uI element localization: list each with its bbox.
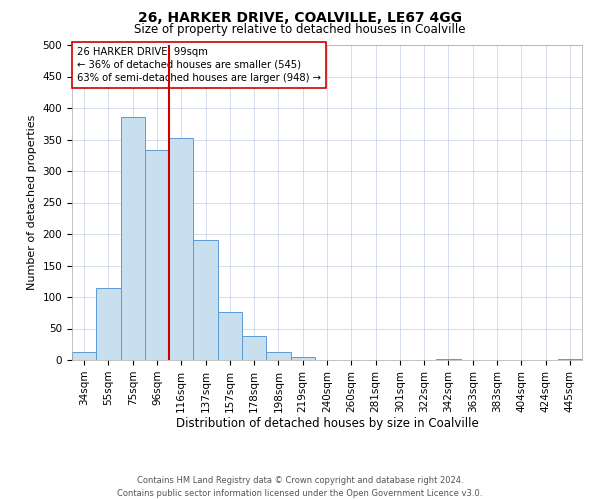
Text: 26 HARKER DRIVE: 99sqm
← 36% of detached houses are smaller (545)
63% of semi-de: 26 HARKER DRIVE: 99sqm ← 36% of detached… bbox=[77, 46, 321, 83]
Text: Size of property relative to detached houses in Coalville: Size of property relative to detached ho… bbox=[134, 22, 466, 36]
X-axis label: Distribution of detached houses by size in Coalville: Distribution of detached houses by size … bbox=[176, 418, 478, 430]
Bar bbox=[121, 118, 145, 360]
Bar bbox=[145, 150, 169, 360]
Bar bbox=[290, 357, 315, 360]
Bar bbox=[96, 288, 121, 360]
Text: 26, HARKER DRIVE, COALVILLE, LE67 4GG: 26, HARKER DRIVE, COALVILLE, LE67 4GG bbox=[138, 11, 462, 25]
Bar bbox=[193, 240, 218, 360]
Bar bbox=[72, 352, 96, 360]
Bar bbox=[266, 352, 290, 360]
Bar bbox=[169, 138, 193, 360]
Bar bbox=[242, 336, 266, 360]
Y-axis label: Number of detached properties: Number of detached properties bbox=[27, 115, 37, 290]
Text: Contains HM Land Registry data © Crown copyright and database right 2024.
Contai: Contains HM Land Registry data © Crown c… bbox=[118, 476, 482, 498]
Bar bbox=[218, 312, 242, 360]
